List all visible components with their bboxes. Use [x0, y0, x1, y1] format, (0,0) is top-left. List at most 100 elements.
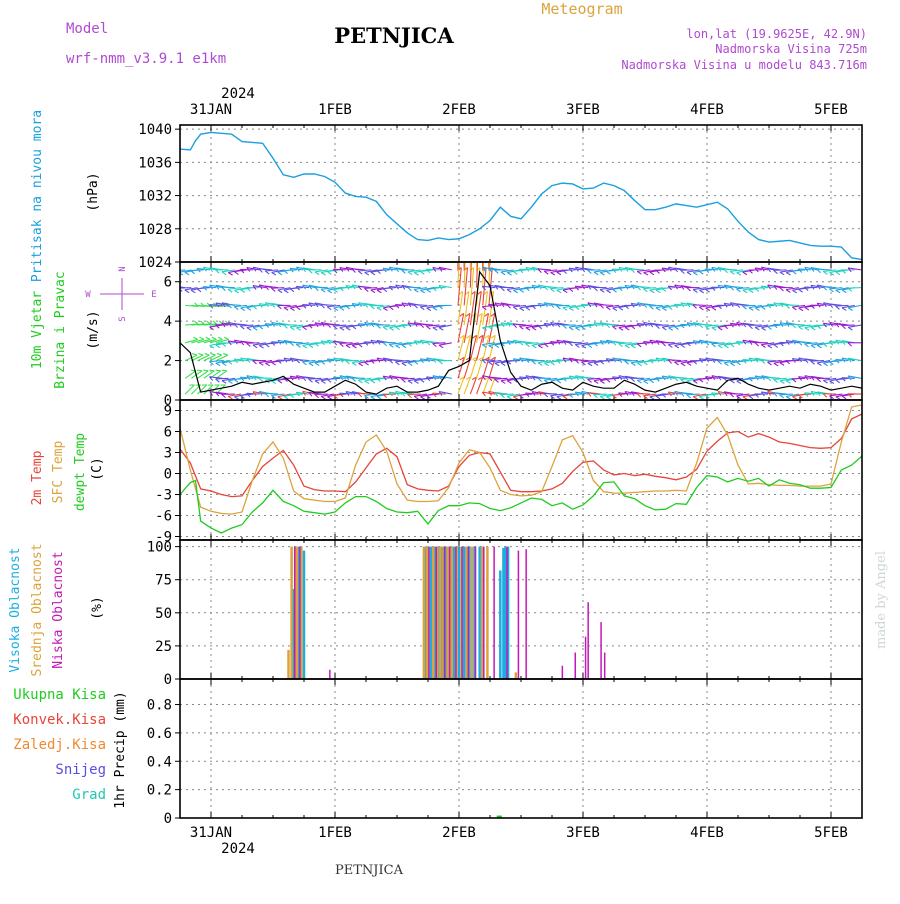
ytick-label-4-1: 0.2 [147, 783, 172, 799]
wind-barb [265, 286, 278, 288]
wind-barb-feather [774, 379, 778, 382]
wind-barb-feather [811, 345, 815, 348]
wind-barb-feather [278, 380, 282, 383]
wind-barb-feather [321, 273, 325, 276]
panel-frame-4 [180, 679, 862, 818]
wind-barb [513, 324, 526, 325]
ytick-label-4-3: 0.6 [147, 726, 172, 742]
wind-barb [662, 288, 675, 289]
wind-barb-feather [426, 326, 430, 329]
wind-barbs [172, 224, 862, 399]
wind-barb-feather [526, 307, 530, 310]
wind-barb [278, 360, 291, 361]
pressure-ylabel-1: Pritisak na nivou mora [30, 110, 45, 282]
wind-barb-feather [588, 379, 592, 382]
wind-barb-feather [414, 396, 418, 399]
wind-barb [204, 355, 216, 360]
wind-barb [712, 343, 725, 344]
wind-barb-feather [460, 224, 463, 228]
wind-barb [296, 359, 309, 360]
wind-barb-feather [228, 396, 232, 399]
wind-barb-feather [433, 308, 437, 311]
wind-barb-feather [466, 224, 469, 228]
wind-barb-feather [302, 362, 306, 365]
wind-barb [612, 269, 625, 270]
wind-barb-feather [481, 246, 485, 250]
wind-barb-feather [222, 363, 226, 366]
ytick-label-2-5: 6 [164, 425, 172, 441]
cloud-bar-2-12 [493, 547, 495, 679]
wind-barb-feather [321, 289, 325, 292]
cloud-bar-2-10 [475, 547, 477, 679]
wind-barb-feather [643, 396, 647, 399]
wind-barb-feather [488, 362, 492, 365]
wind-barb-feather [193, 337, 197, 339]
wind-barb-feather [284, 290, 288, 293]
wind-barb-feather [805, 307, 809, 310]
wind-barb-feather [656, 308, 660, 311]
wind-barb [463, 224, 464, 270]
wind-barb-feather [513, 397, 517, 400]
wind-barb-feather [371, 290, 375, 293]
wind-barb-feather [495, 345, 499, 348]
ytick-label-4-0: 0 [164, 811, 172, 827]
wind-barb-feather [637, 363, 641, 366]
wind-barb-feather [228, 289, 232, 292]
wind-barb [240, 377, 253, 378]
wind-barb [774, 324, 787, 325]
ytick-label-2-3: 0 [164, 467, 172, 483]
ytick-label-3-3: 75 [155, 573, 172, 589]
wind-barb-feather [730, 363, 734, 366]
wind-barb [470, 224, 471, 270]
wind-barb [612, 325, 625, 326]
wind-barb [761, 305, 774, 306]
wind-barb-feather [358, 344, 362, 347]
precip-legend: Ukupna KisaKonvek.KisaZaledj.KisaSnijegG… [13, 687, 106, 803]
wind-barb [327, 378, 340, 379]
temp-ylabel-4: (C) [90, 457, 105, 480]
wind-barb [333, 325, 346, 326]
wind-barb-feather [427, 308, 431, 311]
wind-barb-feather [551, 273, 555, 276]
wind-barb-feather [216, 345, 220, 348]
wind-barb-feather [557, 380, 561, 383]
wind-barb-feather [550, 362, 554, 365]
wind-barb [198, 371, 209, 378]
wind-barb-feather [693, 290, 697, 293]
wind-barb-feather [205, 354, 210, 356]
wind-barb-feather [402, 379, 406, 382]
wind-barb-feather [513, 271, 517, 274]
wind-barb [674, 304, 687, 305]
wind-barb-feather [216, 363, 220, 366]
wind-barb-feather [600, 381, 604, 384]
ytick-label-3-2: 50 [155, 606, 172, 622]
cloud-ylabel-4: (%) [90, 596, 105, 619]
wind-barb-feather [216, 379, 220, 382]
wind-barb-feather [575, 328, 579, 331]
wind-barb-feather [420, 290, 424, 293]
wind-barb [402, 378, 415, 379]
wind-barb [674, 377, 687, 378]
cloud-ylabel-3: Niska Oblacnost [51, 551, 66, 668]
wind-barb [240, 325, 253, 326]
ytick-label-0-2: 1032 [138, 189, 172, 205]
wind-barb [333, 269, 346, 270]
wind-barb [619, 343, 632, 344]
wind-barb [699, 378, 712, 379]
wind-barb-feather [687, 272, 691, 275]
wind-barb-feather [842, 396, 846, 399]
wind-barb [197, 288, 210, 289]
wind-barb [426, 341, 439, 343]
wind-barb-feather [206, 337, 210, 339]
wind-barb-feather [544, 271, 548, 274]
wind-barb [606, 378, 619, 379]
wind-barb-feather [594, 272, 598, 275]
wind-barb [457, 224, 458, 270]
wind-barb [805, 343, 818, 344]
wind-barb [340, 343, 353, 344]
cloud-bar-2-13 [506, 547, 508, 679]
wind-barb [309, 378, 322, 379]
wind-barb [426, 325, 439, 326]
wind-barb-feather [271, 362, 275, 365]
precip-legend-item-0: Ukupna Kisa [13, 687, 106, 703]
